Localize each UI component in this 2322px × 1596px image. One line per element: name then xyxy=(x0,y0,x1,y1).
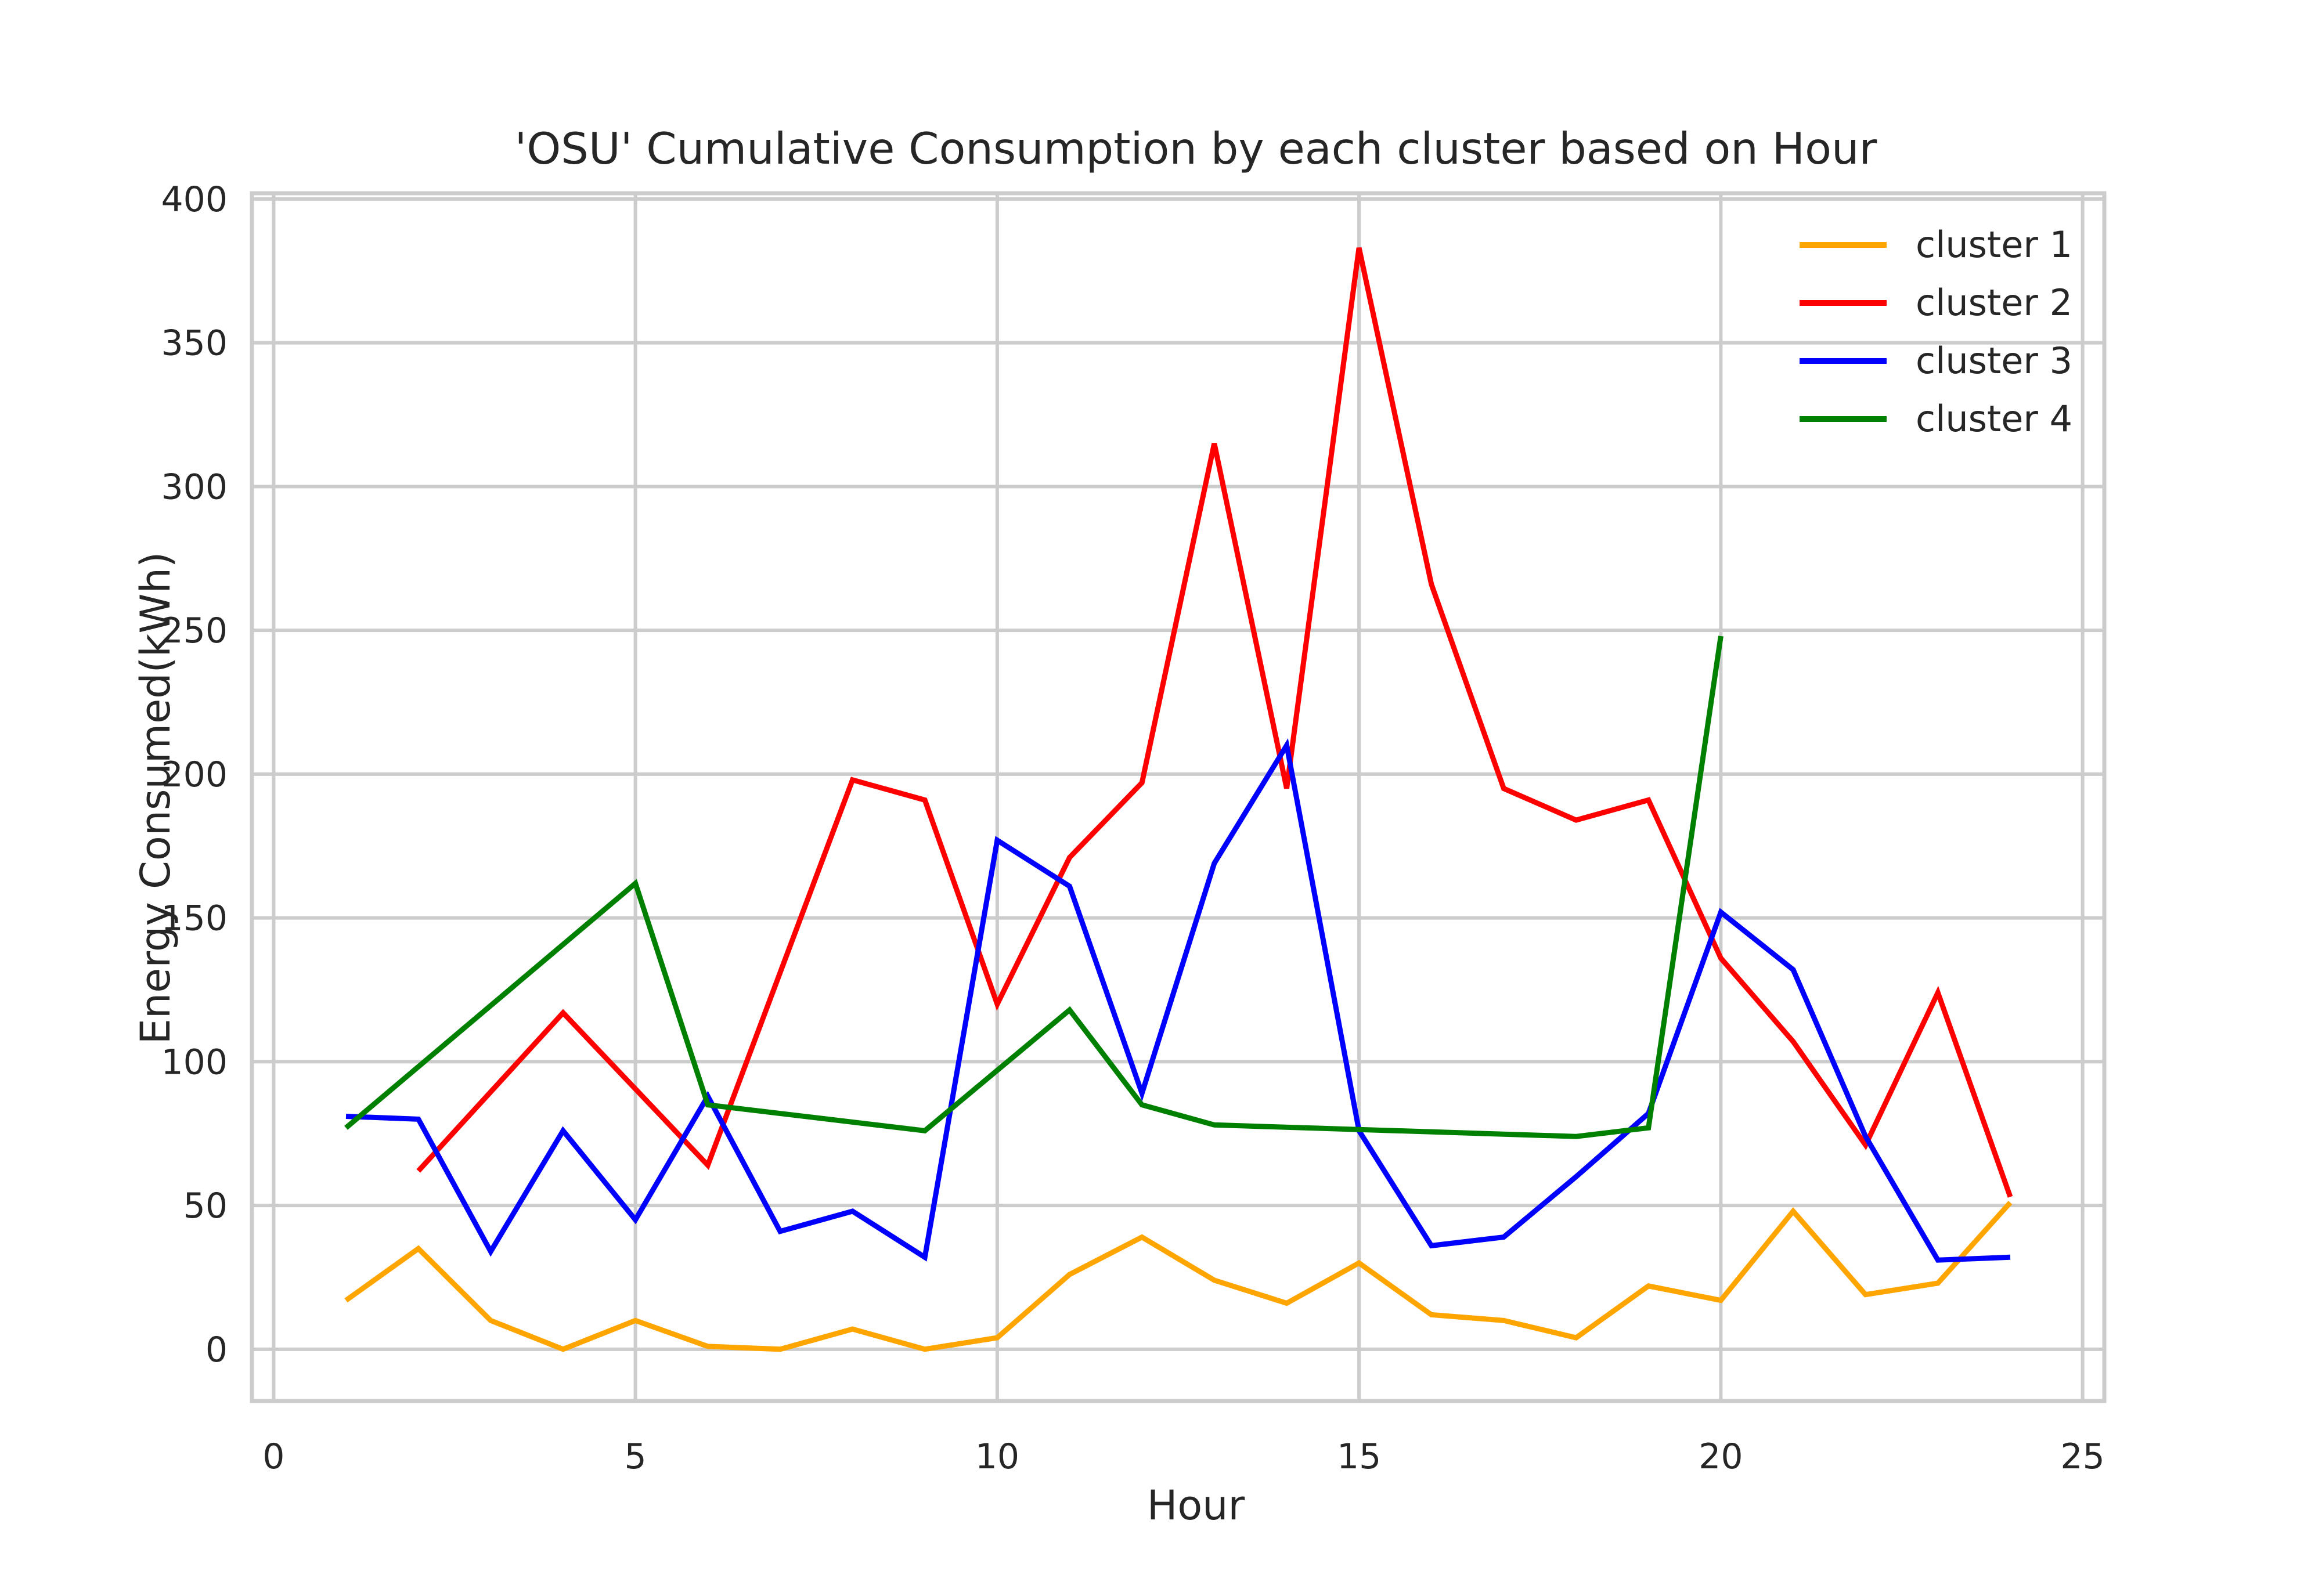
series-line-cluster-2 xyxy=(416,247,2013,1198)
legend-item-cluster-4: cluster 4 xyxy=(1800,398,2072,440)
y-tick-label: 350 xyxy=(161,323,228,364)
y-tick-label: 150 xyxy=(161,898,228,939)
y-tick-label: 200 xyxy=(161,754,228,795)
series-line-cluster-4 xyxy=(344,635,1724,1139)
legend: cluster 1 cluster 2 cluster 3 cluster 4 xyxy=(1800,223,2072,440)
series-line-cluster-3 xyxy=(345,738,2011,1263)
y-tick-label: 100 xyxy=(161,1042,228,1082)
legend-label: cluster 2 xyxy=(1916,281,2072,324)
legend-label: cluster 1 xyxy=(1916,223,2072,266)
x-axis-label: Hour xyxy=(1147,1482,1245,1529)
plot-frame xyxy=(250,191,2107,1403)
chart-title: 'OSU' Cumulative Consumption by each clu… xyxy=(515,123,1877,174)
x-tick-label: 10 xyxy=(975,1436,1019,1477)
legend-item-cluster-1: cluster 1 xyxy=(1800,223,2072,266)
x-tick-label: 15 xyxy=(1337,1436,1381,1477)
x-tick-label: 25 xyxy=(2060,1436,2104,1477)
series-line-cluster-1 xyxy=(344,1201,2013,1352)
legend-item-cluster-2: cluster 2 xyxy=(1800,281,2072,324)
legend-item-cluster-3: cluster 3 xyxy=(1800,340,2072,382)
y-tick-label: 400 xyxy=(161,179,228,220)
x-tick-label: 20 xyxy=(1699,1436,1743,1477)
y-tick-label: 50 xyxy=(183,1186,228,1226)
y-tick-label: 250 xyxy=(161,611,228,651)
legend-label: cluster 4 xyxy=(1916,398,2072,440)
legend-label: cluster 3 xyxy=(1916,340,2072,382)
series-lines xyxy=(344,247,2013,1352)
y-tick-label: 300 xyxy=(161,467,228,507)
y-axis-label: Energy Consumed(kWh) xyxy=(132,552,179,1045)
x-tick-label: 5 xyxy=(625,1436,647,1477)
grid xyxy=(252,193,2104,1401)
y-tick-label: 0 xyxy=(205,1330,228,1370)
x-tick-label: 0 xyxy=(262,1436,284,1477)
